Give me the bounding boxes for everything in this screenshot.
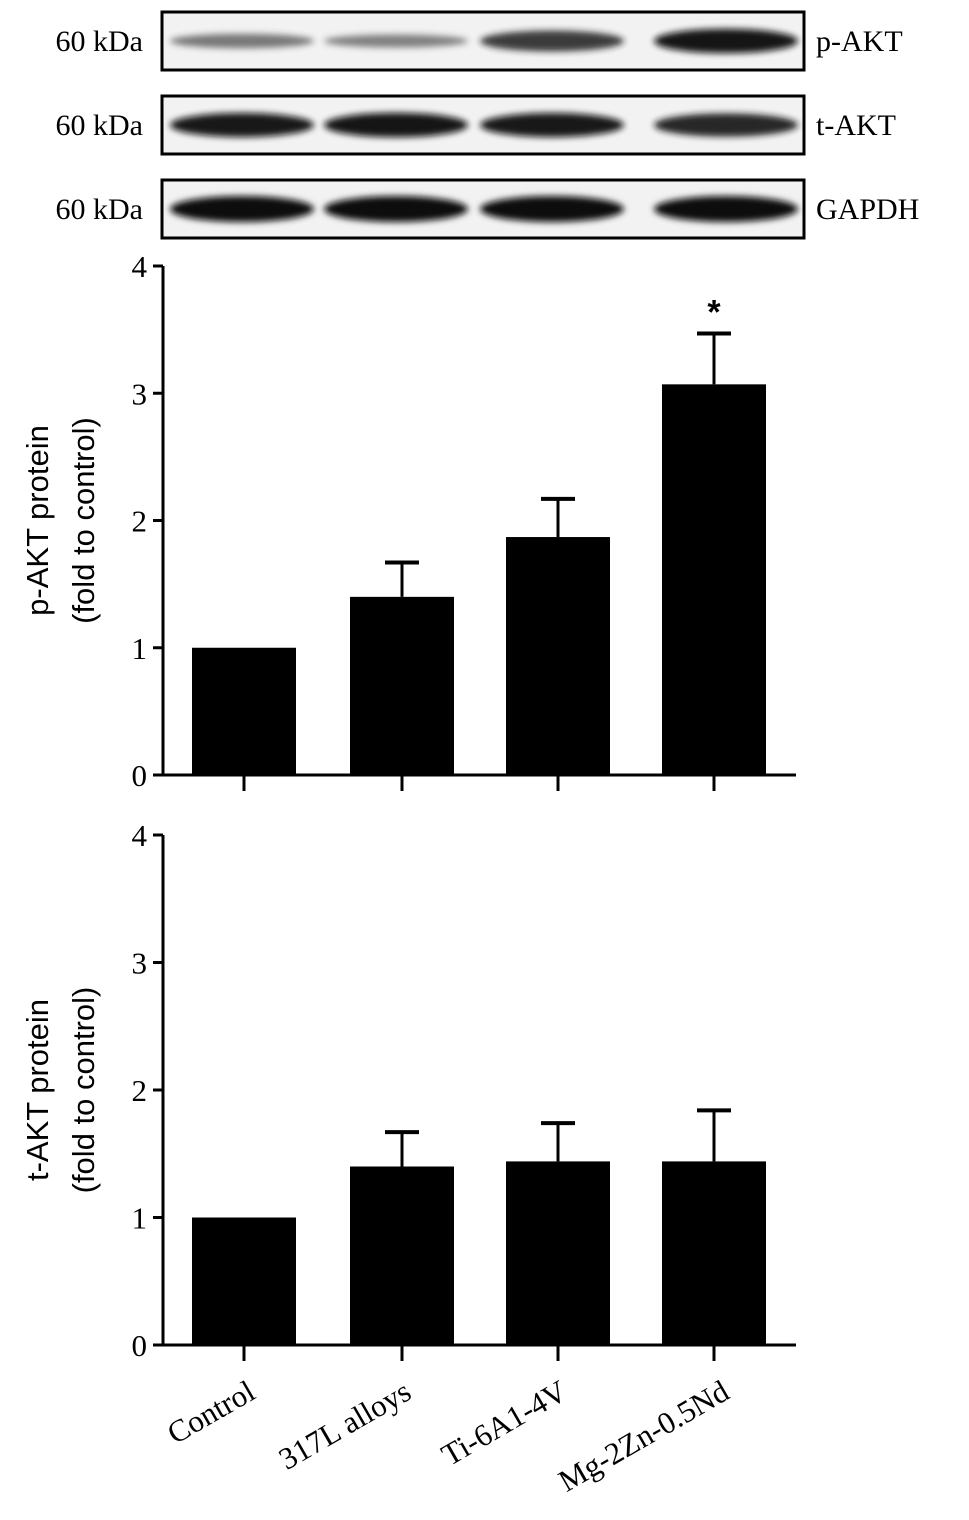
blot-band-t-akt-lane-1 xyxy=(170,112,314,138)
t-akt-y-tick-label-4: 4 xyxy=(132,818,148,853)
t-akt-y-axis-title: t-AKT protein xyxy=(20,999,55,1181)
blot-band-p-akt-lane-1 xyxy=(170,33,314,49)
t-akt-bar-mg-2zn-0-5nd xyxy=(662,1161,766,1345)
t-akt-bar-ti-6a1-4v xyxy=(506,1161,610,1345)
blot-band-p-akt-lane-4 xyxy=(654,28,798,54)
p-akt-y-tick-label-3: 3 xyxy=(132,376,148,411)
blot-band-t-akt-lane-2 xyxy=(324,112,468,138)
p-akt-bar-chart: 0 1 2 3 4 p-AKT protein (fold to control) * xyxy=(20,249,796,793)
western-blot-panel: 60 kDa p-AKT 60 kDa t-AKT 60 kDa GAPDH xyxy=(56,10,919,240)
x-category-label-mg-2zn-0-5nd: Mg-2Zn-0.5Nd xyxy=(552,1373,735,1499)
blot-band-t-akt-lane-4 xyxy=(654,113,798,137)
p-akt-significance-mg-2zn-0-5nd: * xyxy=(707,293,721,331)
t-akt-y-tick-label-2: 2 xyxy=(132,1073,148,1108)
blot-band-gapdh-lane-2 xyxy=(324,196,468,222)
p-akt-y-axis-subtitle: (fold to control) xyxy=(66,417,101,624)
t-akt-y-tick-label-3: 3 xyxy=(132,946,148,981)
t-akt-bar-chart: 0 1 2 3 4 t-AKT protein (fold to control) xyxy=(20,818,796,1363)
p-akt-y-tick-label-4: 4 xyxy=(132,249,148,284)
t-akt-y-tick-label-0: 0 xyxy=(132,1328,148,1363)
blot-band-gapdh-lane-3 xyxy=(480,196,624,222)
p-akt-bar-317l-alloys xyxy=(350,596,454,775)
p-akt-y-tick-label-2: 2 xyxy=(132,504,148,539)
blot-band-gapdh-lane-4 xyxy=(654,196,798,222)
blot-band-t-akt-lane-3 xyxy=(480,112,624,138)
blot-size-label-p-akt: 60 kDa xyxy=(56,25,143,58)
blot-protein-label-p-akt: p-AKT xyxy=(816,25,903,58)
x-category-label-317l-alloys: 317L alloys xyxy=(273,1373,417,1476)
t-akt-y-tick-label-1: 1 xyxy=(132,1201,148,1236)
blot-band-p-akt-lane-3 xyxy=(480,30,624,52)
blot-size-label-gapdh: 60 kDa xyxy=(56,193,143,226)
p-akt-y-tick-label-1: 1 xyxy=(132,631,148,666)
t-akt-y-axis-subtitle: (fold to control) xyxy=(66,987,101,1194)
p-akt-bar-mg-2zn-0-5nd xyxy=(662,384,766,775)
blot-protein-label-t-akt: t-AKT xyxy=(816,109,896,142)
blot-protein-label-gapdh: GAPDH xyxy=(816,193,919,226)
blot-size-label-t-akt: 60 kDa xyxy=(56,109,143,142)
blot-band-gapdh-lane-1 xyxy=(170,196,314,222)
x-category-label-control: Control xyxy=(161,1373,261,1451)
p-akt-y-tick-label-0: 0 xyxy=(132,758,148,793)
x-category-label-ti-6a1-4v: Ti-6A1-4V xyxy=(435,1373,573,1473)
t-akt-bar-317l-alloys xyxy=(350,1166,454,1345)
p-akt-bar-ti-6a1-4v xyxy=(506,537,610,775)
blot-band-p-akt-lane-2 xyxy=(324,34,468,48)
p-akt-y-axis-title: p-AKT protein xyxy=(20,425,55,616)
t-akt-bar-control xyxy=(192,1217,296,1345)
p-akt-bar-control xyxy=(192,647,296,775)
